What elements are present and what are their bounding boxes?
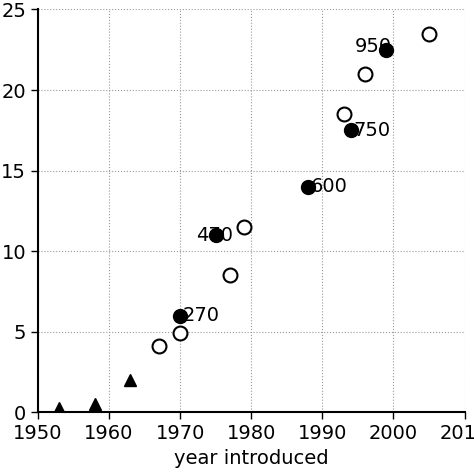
Text: 470: 470 <box>196 226 233 245</box>
Text: 950: 950 <box>355 37 392 56</box>
Text: 270: 270 <box>182 306 219 325</box>
Text: 600: 600 <box>310 177 347 196</box>
X-axis label: year introduced: year introduced <box>174 449 328 468</box>
Text: 750: 750 <box>353 121 390 140</box>
